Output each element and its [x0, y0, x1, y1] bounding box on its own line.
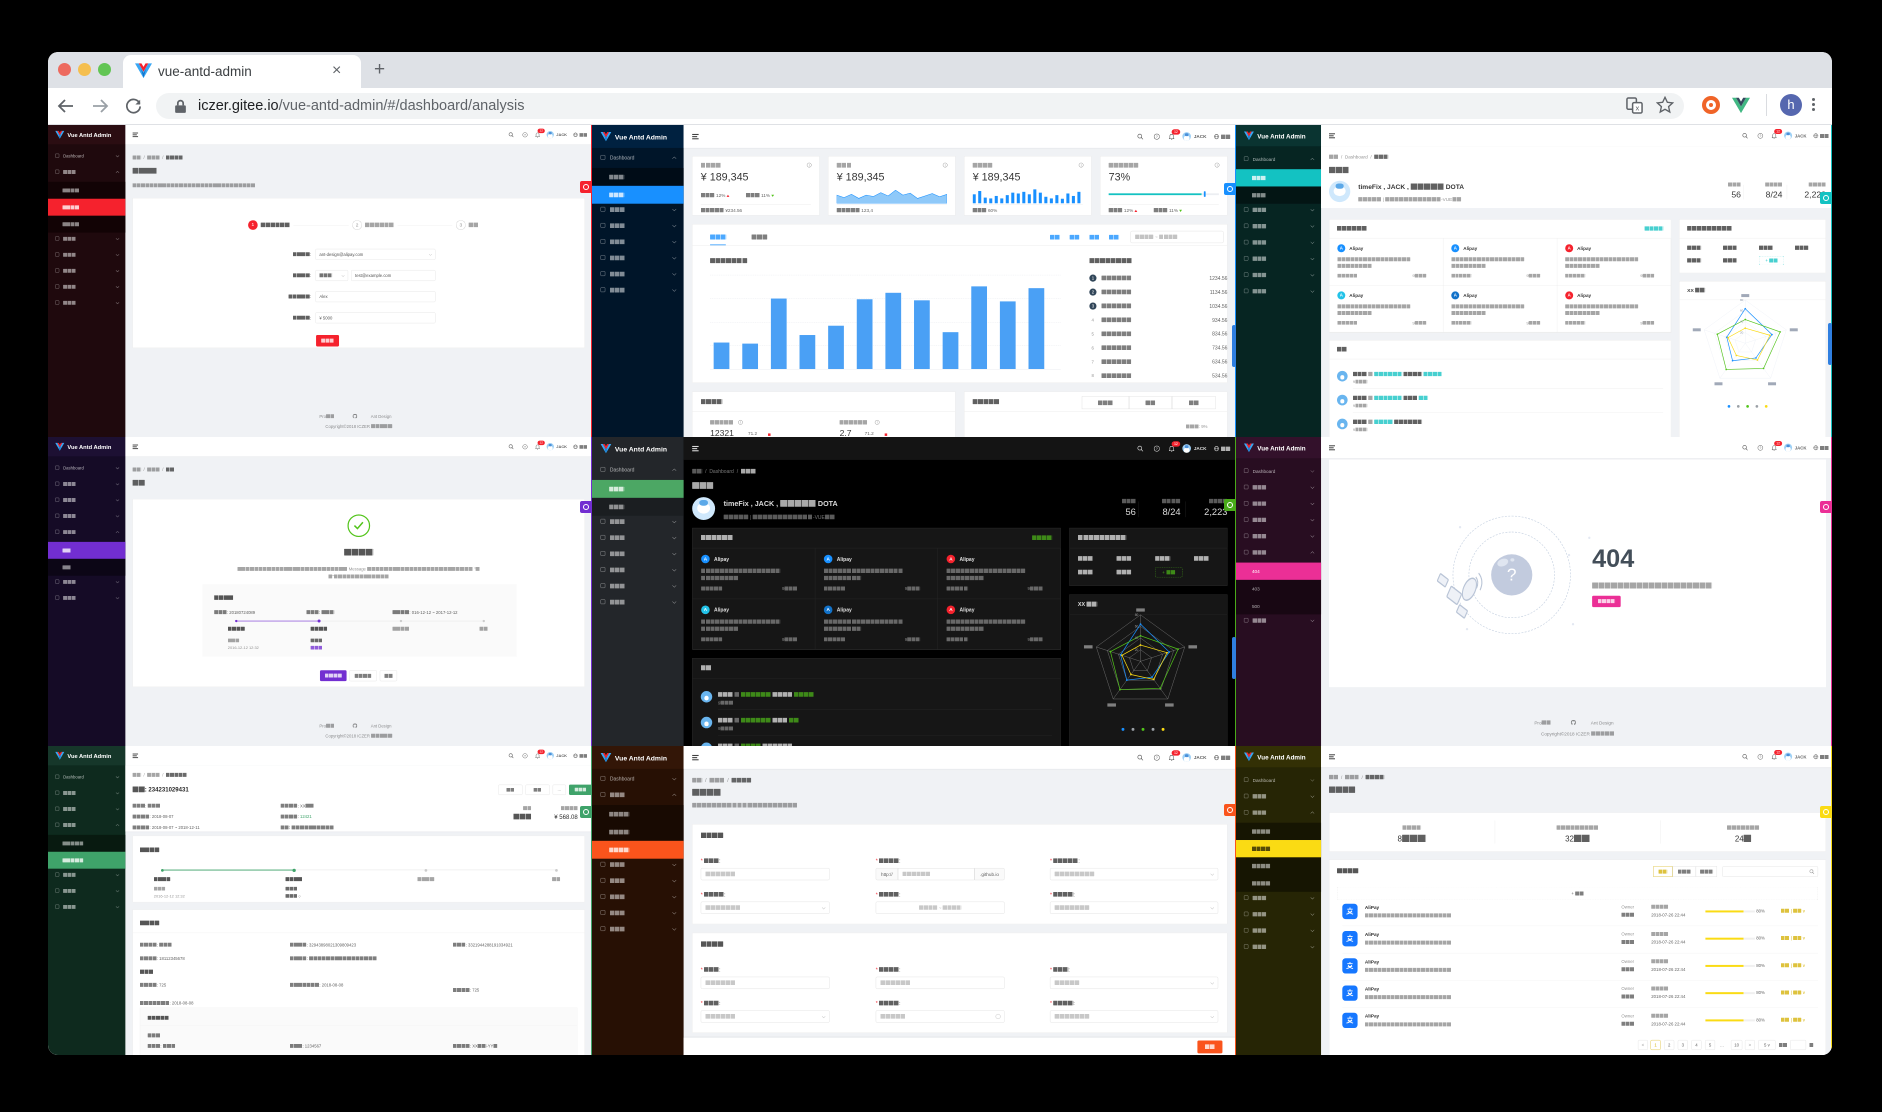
svg-text:?: ? [524, 133, 526, 137]
svg-text:x: x [1635, 104, 1639, 113]
svg-text:60: 60 [1740, 309, 1744, 313]
svg-text:?: ? [1156, 447, 1158, 451]
svg-text:?: ? [1156, 756, 1158, 760]
svg-text:?: ? [1759, 446, 1761, 450]
svg-text:?: ? [1759, 134, 1761, 138]
svg-text:60: 60 [1135, 624, 1139, 628]
svg-text:20: 20 [1740, 331, 1744, 335]
svg-text:i: i [877, 421, 878, 425]
svg-text:?: ? [1759, 755, 1761, 759]
svg-text:i: i [1081, 163, 1082, 167]
svg-text:i: i [809, 163, 810, 167]
svg-text:?: ? [524, 445, 526, 449]
svg-text:80: 80 [1740, 298, 1744, 302]
svg-text:i: i [1217, 163, 1218, 167]
svg-text:i: i [945, 163, 946, 167]
svg-text:40: 40 [1135, 636, 1139, 640]
svg-text:80: 80 [1135, 613, 1139, 617]
svg-text:?: ? [1156, 135, 1158, 139]
svg-text:20: 20 [1135, 648, 1139, 652]
svg-text:40: 40 [1740, 320, 1744, 324]
svg-text:i: i [740, 421, 741, 425]
svg-text:?: ? [524, 754, 526, 758]
